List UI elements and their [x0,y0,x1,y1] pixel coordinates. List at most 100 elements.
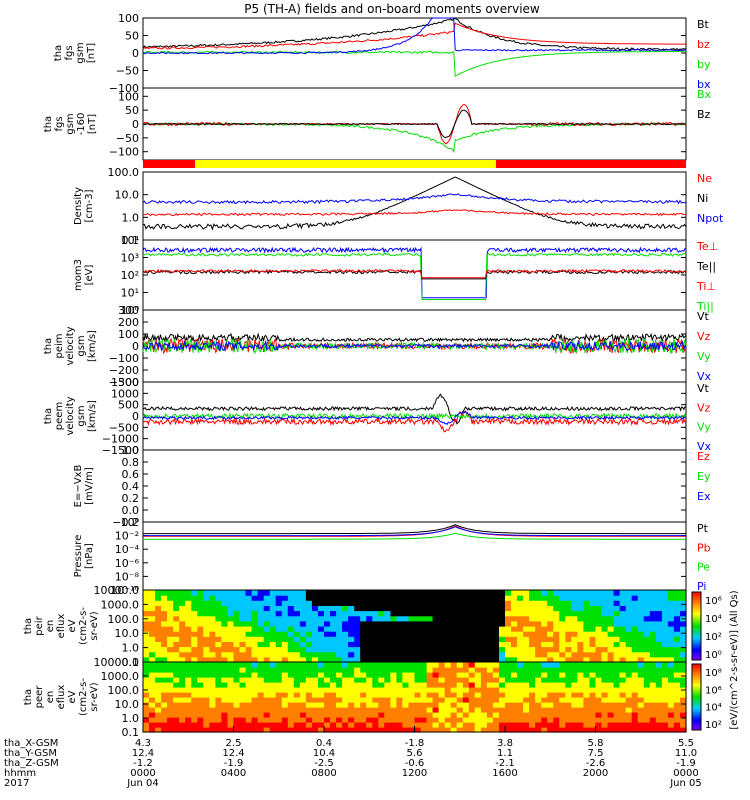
spectrogram-cell [468,727,476,733]
spectrogram-cell [161,717,168,723]
spectrogram-cell [444,702,452,708]
spectrogram-cell [456,682,464,688]
spectrogram-cell [426,692,434,698]
spectrogram-cell [167,610,174,617]
spectrogram-cell [643,646,651,653]
spectrogram-cell [553,667,560,673]
y-tick-label: 10⁻⁴ [115,543,140,556]
spectrogram-cell [257,600,265,606]
spectrogram-cell [149,687,156,693]
spectrogram-cell [281,610,289,617]
spectrogram-cell [649,667,657,673]
spectrogram-cell [173,672,180,678]
spectrogram-cell [233,651,241,658]
spectrogram-cell [197,712,204,718]
spectrogram-cell [378,677,385,683]
spectrogram-cell [299,620,307,627]
spectrogram-cell [499,626,506,632]
spectrogram-cell [179,717,186,723]
spectrogram-cell [661,712,669,718]
spectrogram-cell [667,631,675,637]
spectrogram-cell [625,656,633,663]
spectrogram-cell [631,722,639,728]
spectrogram-cell [462,722,470,728]
spectrogram-cell [559,646,566,653]
spectrogram-cell [293,590,301,596]
spectrogram-cell [468,620,476,627]
spectrogram-cell [643,620,651,627]
spectrogram-cell [402,605,409,612]
spectrogram-cell [649,600,657,606]
spectrogram-cell [571,697,578,703]
spectrogram-cell [372,646,379,653]
spectrogram-cell [444,717,452,723]
y-axis-label: tha [53,45,64,61]
spectrogram-cell [149,590,156,596]
spectrogram-cell [535,590,542,596]
spectrogram-cell [269,626,277,632]
spectrogram-cell [227,717,235,723]
spectrogram-cell [251,631,259,637]
spectrogram-cell [185,677,192,683]
spectrogram-cell [311,595,319,601]
spectrogram-cell [637,595,645,601]
spectrogram-cell [553,672,560,678]
spectrogram-cell [378,656,385,663]
spectrogram-cell [378,651,385,658]
spectrogram-cell [293,610,301,617]
spectrogram-cell [456,687,464,693]
y-axis-label: gsm [76,405,87,426]
spectrogram-cell [348,646,355,653]
spectrogram-cell [324,687,331,693]
spectrogram-cell [450,636,458,642]
spectrogram-cell [468,717,476,723]
spectrogram-cell [480,682,488,688]
spectrogram-cell [185,722,192,728]
spectrogram-cell [601,692,609,698]
spectrogram-cell [680,667,687,673]
spectrogram-cell [480,636,488,642]
spectrogram-cell [318,626,325,632]
spectrogram-cell [366,600,373,606]
spectrogram-cell [444,646,452,653]
spectrogram-cell [613,682,621,688]
spectrogram-cell [505,722,512,728]
spectrogram-cell [360,626,367,632]
spectrogram-cell [191,590,198,596]
spectrogram-cell [414,682,422,688]
spectrogram-cell [486,595,494,601]
spectrogram-cell [559,702,566,708]
spectrogram-cell [372,727,379,733]
spectrogram-cell [450,697,458,703]
spectrogram-cell [444,610,452,617]
spectrogram-cell [655,641,663,648]
spectrogram-cell [414,677,422,683]
spectrogram-cell [432,626,440,632]
spectrogram-cell [535,595,542,601]
spectrogram-cell [523,641,530,648]
spectrogram-cell [155,662,162,668]
spectrogram-cell [311,702,319,708]
x-row-label: hhmm [4,768,36,779]
spectrogram-cell [215,631,222,637]
spectrogram-cell [149,717,156,723]
spectrogram-cell [233,631,241,637]
spectrogram-cell [589,631,597,637]
spectrogram-cell [601,656,609,663]
spectrogram-cell [227,590,235,596]
spectrogram-cell [607,727,615,733]
spectrogram-cell [366,662,373,668]
spectrogram-cell [673,656,681,663]
spectrogram-cell [607,707,615,713]
spectrogram-cell [287,646,295,653]
spectrogram-cell [462,682,470,688]
spectrogram-cell [571,636,578,642]
spectrogram-cell [444,620,452,627]
spectrogram-cell [565,651,572,658]
spectrogram-cell [583,646,590,653]
spectrogram-cell [559,727,566,733]
legend-Ti⊥: Ti⊥ [696,280,716,293]
spectrogram-cell [384,687,391,693]
spectrogram-cell [330,702,337,708]
